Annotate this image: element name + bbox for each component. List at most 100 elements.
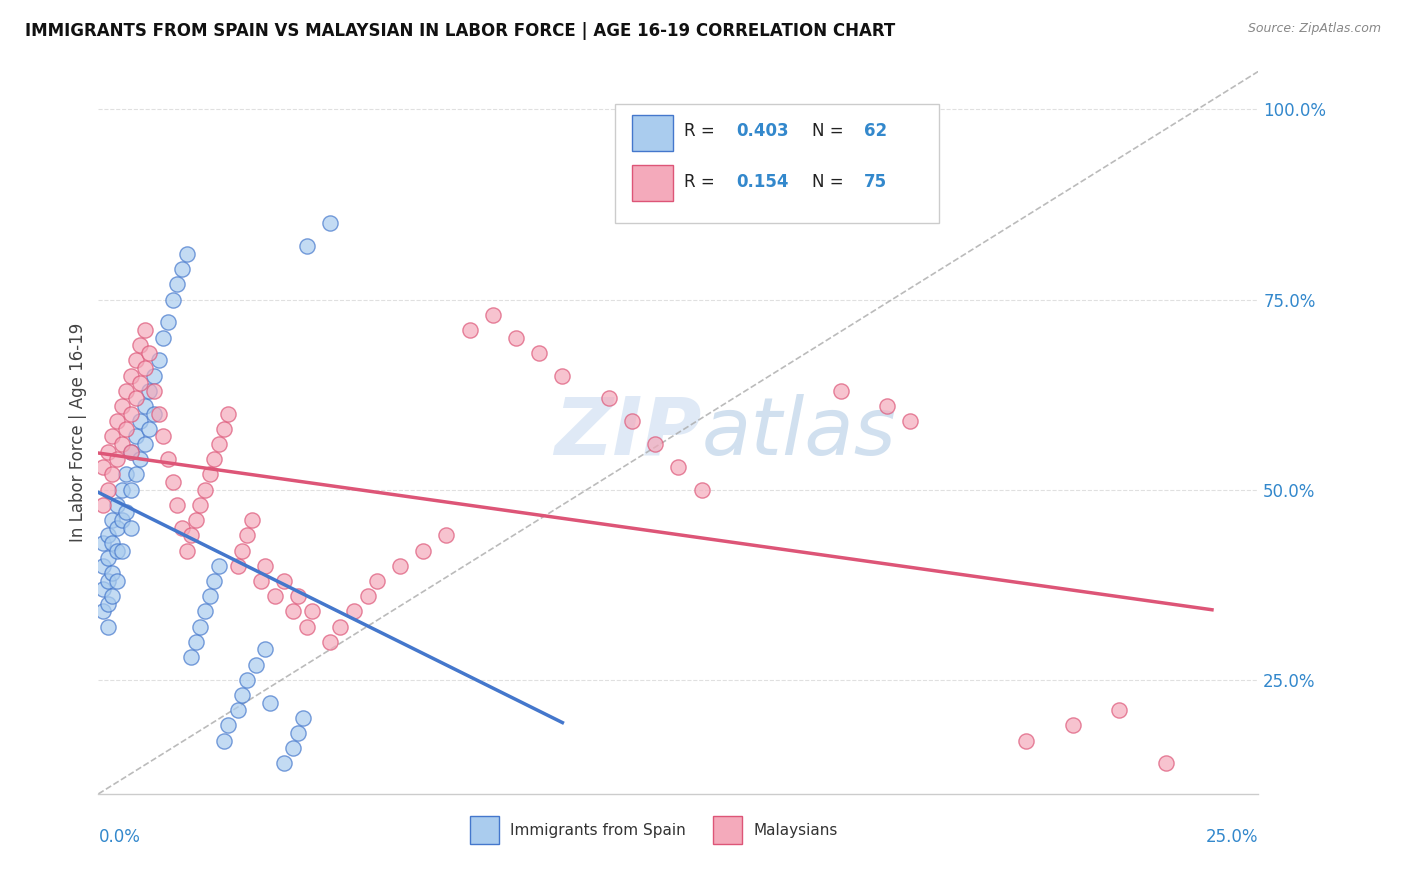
Y-axis label: In Labor Force | Age 16-19: In Labor Force | Age 16-19 [69,323,87,542]
Point [115,467,138,482]
Point [254,642,277,657]
Point [166,498,188,512]
Point [212,422,235,436]
Point [101,467,124,482]
Point [876,399,898,413]
Point [120,368,142,383]
Point [91,498,114,512]
Point [830,384,852,398]
Point [273,574,295,588]
Point [134,361,156,376]
Point [388,558,412,573]
Point [157,315,180,329]
Point [190,498,212,512]
Point [120,444,142,458]
Text: 0.403: 0.403 [737,122,789,140]
Point [1062,718,1084,732]
Text: R =: R = [685,122,720,140]
Point [273,756,295,771]
Point [458,323,481,337]
Point [124,429,146,443]
Point [152,330,174,344]
Point [129,452,152,467]
Point [236,528,259,542]
Point [551,368,574,383]
Point [644,437,666,451]
Text: atlas: atlas [702,393,897,472]
Point [217,718,239,732]
Point [105,543,128,558]
Point [97,444,120,458]
Point [1015,733,1038,747]
Text: Source: ZipAtlas.com: Source: ZipAtlas.com [1247,22,1381,36]
Point [91,604,114,618]
Point [208,437,231,451]
Point [101,566,124,581]
Point [162,475,184,489]
Point [436,528,458,542]
Point [259,696,281,710]
Point [101,513,124,527]
Point [287,589,309,603]
Text: Malaysians: Malaysians [754,822,838,838]
Point [217,407,239,421]
Point [124,392,146,406]
Point [97,551,120,566]
Point [105,498,128,512]
Point [124,353,146,368]
Point [231,543,253,558]
Point [180,528,202,542]
Bar [633,115,672,151]
Text: IMMIGRANTS FROM SPAIN VS MALAYSIAN IN LABOR FORCE | AGE 16-19 CORRELATION CHART: IMMIGRANTS FROM SPAIN VS MALAYSIAN IN LA… [25,22,896,40]
Point [319,217,342,231]
Point [297,619,319,633]
Point [666,459,689,474]
Point [91,582,114,596]
FancyBboxPatch shape [614,103,939,223]
Point [162,293,184,307]
Point [111,399,132,413]
Point [91,536,114,550]
Point [598,392,620,406]
Text: R =: R = [685,173,720,191]
Point [245,657,267,672]
Point [204,574,226,588]
Point [91,459,114,474]
Text: N =: N = [811,173,844,191]
Point [101,589,124,603]
Point [157,452,180,467]
Point [250,574,273,588]
Point [120,444,142,458]
Point [138,345,160,359]
Point [143,384,166,398]
Point [134,323,156,337]
Point [97,597,120,611]
Point [97,528,120,542]
Point [226,703,249,717]
Point [481,308,505,322]
Text: 75: 75 [863,173,887,191]
Point [120,483,142,497]
Point [166,277,188,292]
Point [138,384,160,398]
Point [283,741,305,756]
Point [124,467,146,482]
Point [190,619,212,633]
Point [120,521,142,535]
Point [329,619,352,633]
Point [356,589,378,603]
Point [194,483,217,497]
Point [105,574,128,588]
Point [208,558,231,573]
Point [152,429,174,443]
Point [170,521,193,535]
Point [97,574,120,588]
Point [184,634,207,648]
Text: 62: 62 [863,122,887,140]
Point [263,589,285,603]
Point [143,407,166,421]
Point [105,452,128,467]
Point [343,604,366,618]
Point [148,353,170,368]
Point [231,688,253,702]
